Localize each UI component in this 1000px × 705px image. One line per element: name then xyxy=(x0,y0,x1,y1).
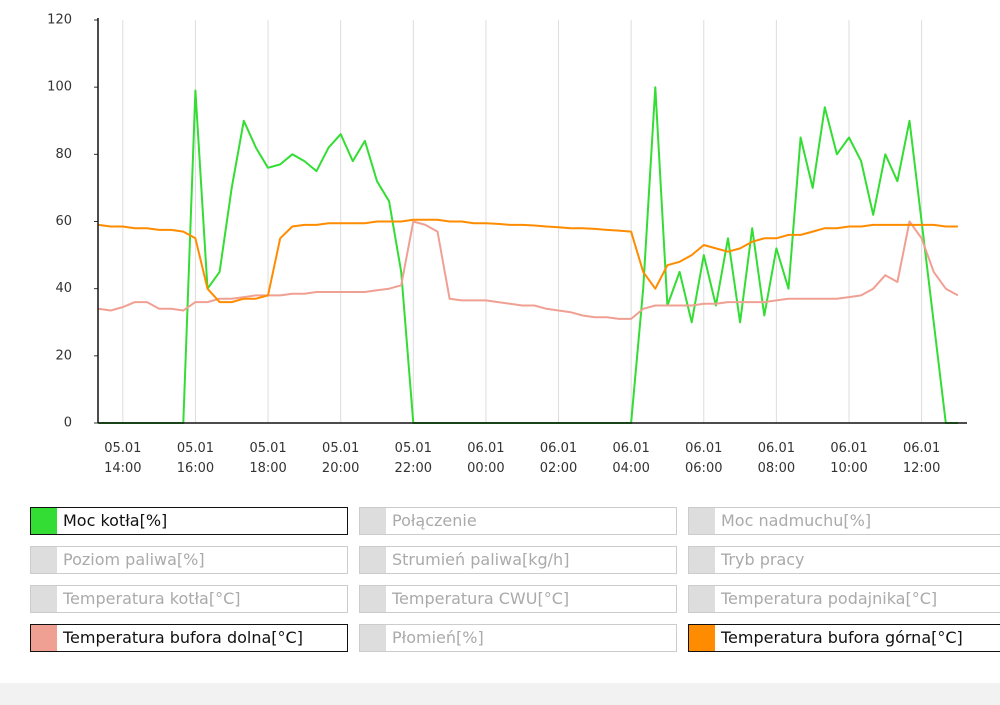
legend-label: Strumień paliwa[kg/h] xyxy=(392,550,570,569)
legend-toggle[interactable]: Temperatura kotła[°C] xyxy=(30,585,348,613)
legend-toggle[interactable]: Moc kotła[%] xyxy=(30,507,348,535)
legend-swatch xyxy=(31,508,57,534)
y-tick-label: 20 xyxy=(55,348,72,363)
chart: 0 20 40 60 80 100 120 xyxy=(47,13,967,431)
legend-swatch xyxy=(31,625,57,651)
legend-label: Temperatura bufora dolna[°C] xyxy=(63,628,303,647)
x-tick-label: 05.01 14:00 xyxy=(104,441,142,476)
legend-toggle[interactable]: Temperatura CWU[°C] xyxy=(359,585,677,613)
y-tick-label: 120 xyxy=(47,13,72,28)
x-tick-label: 05.01 16:00 xyxy=(176,441,215,476)
x-tick-label: 05.01 22:00 xyxy=(394,441,433,476)
x-tick-label: 06.01 06:00 xyxy=(685,441,723,476)
legend-swatch xyxy=(360,586,386,612)
y-tick-label: 100 xyxy=(47,80,72,95)
x-tick-label: 05.01 18:00 xyxy=(249,441,287,476)
legend-swatch xyxy=(360,508,386,534)
y-tick-label: 60 xyxy=(55,214,72,229)
legend-swatch xyxy=(689,625,715,651)
legend-swatch xyxy=(31,586,57,612)
y-tick-label: 40 xyxy=(55,281,72,296)
y-tick-label: 0 xyxy=(64,416,72,431)
legend-swatch xyxy=(689,508,715,534)
legend-label: Temperatura podajnika[°C] xyxy=(721,589,938,608)
series-line xyxy=(98,218,958,304)
x-tick-label: 06.01 02:00 xyxy=(539,441,578,476)
legend-swatch xyxy=(689,547,715,573)
legend-toggle[interactable]: Płomień[%] xyxy=(359,624,677,652)
legend-label: Poziom paliwa[%] xyxy=(63,550,205,569)
legend-swatch xyxy=(360,625,386,651)
series-line xyxy=(98,86,958,424)
legend-toggle[interactable]: Poziom paliwa[%] xyxy=(30,546,348,574)
y-tick-label: 80 xyxy=(55,147,72,162)
legend-toggle[interactable]: Temperatura bufora górna[°C] xyxy=(688,624,1000,652)
footer-band xyxy=(0,683,1000,705)
legend-label: Temperatura CWU[°C] xyxy=(392,589,570,608)
legend-toggle[interactable]: Tryb pracy xyxy=(688,546,1000,574)
x-tick-label: 06.01 12:00 xyxy=(902,441,941,476)
legend-label: Temperatura bufora górna[°C] xyxy=(721,628,963,647)
legend-toggle[interactable]: Moc nadmuchu[%] xyxy=(688,507,1000,535)
x-tick-label: 06.01 10:00 xyxy=(830,441,868,476)
x-tick-label: 05.01 20:00 xyxy=(321,441,360,476)
legend-label: Moc kotła[%] xyxy=(63,511,168,530)
legend-swatch xyxy=(31,547,57,573)
series-line xyxy=(98,220,959,320)
x-tick-label: 06.01 04:00 xyxy=(612,441,650,476)
legend-swatch xyxy=(360,547,386,573)
legend-label: Moc nadmuchu[%] xyxy=(721,511,872,530)
legend-toggle[interactable]: Strumień paliwa[kg/h] xyxy=(359,546,677,574)
x-tick-label: 06.01 00:00 xyxy=(467,441,505,476)
legend-label: Płomień[%] xyxy=(392,628,484,647)
legend-label: Połączenie xyxy=(392,511,477,530)
legend-toggle[interactable]: Temperatura podajnika[°C] xyxy=(688,585,1000,613)
x-tick-label: 06.01 08:00 xyxy=(757,441,796,476)
legend-label: Tryb pracy xyxy=(721,550,805,569)
legend-toggle[interactable]: Połączenie xyxy=(359,507,677,535)
legend-swatch xyxy=(689,586,715,612)
legend-label: Temperatura kotła[°C] xyxy=(63,589,241,608)
legend-toggle[interactable]: Temperatura bufora dolna[°C] xyxy=(30,624,348,652)
